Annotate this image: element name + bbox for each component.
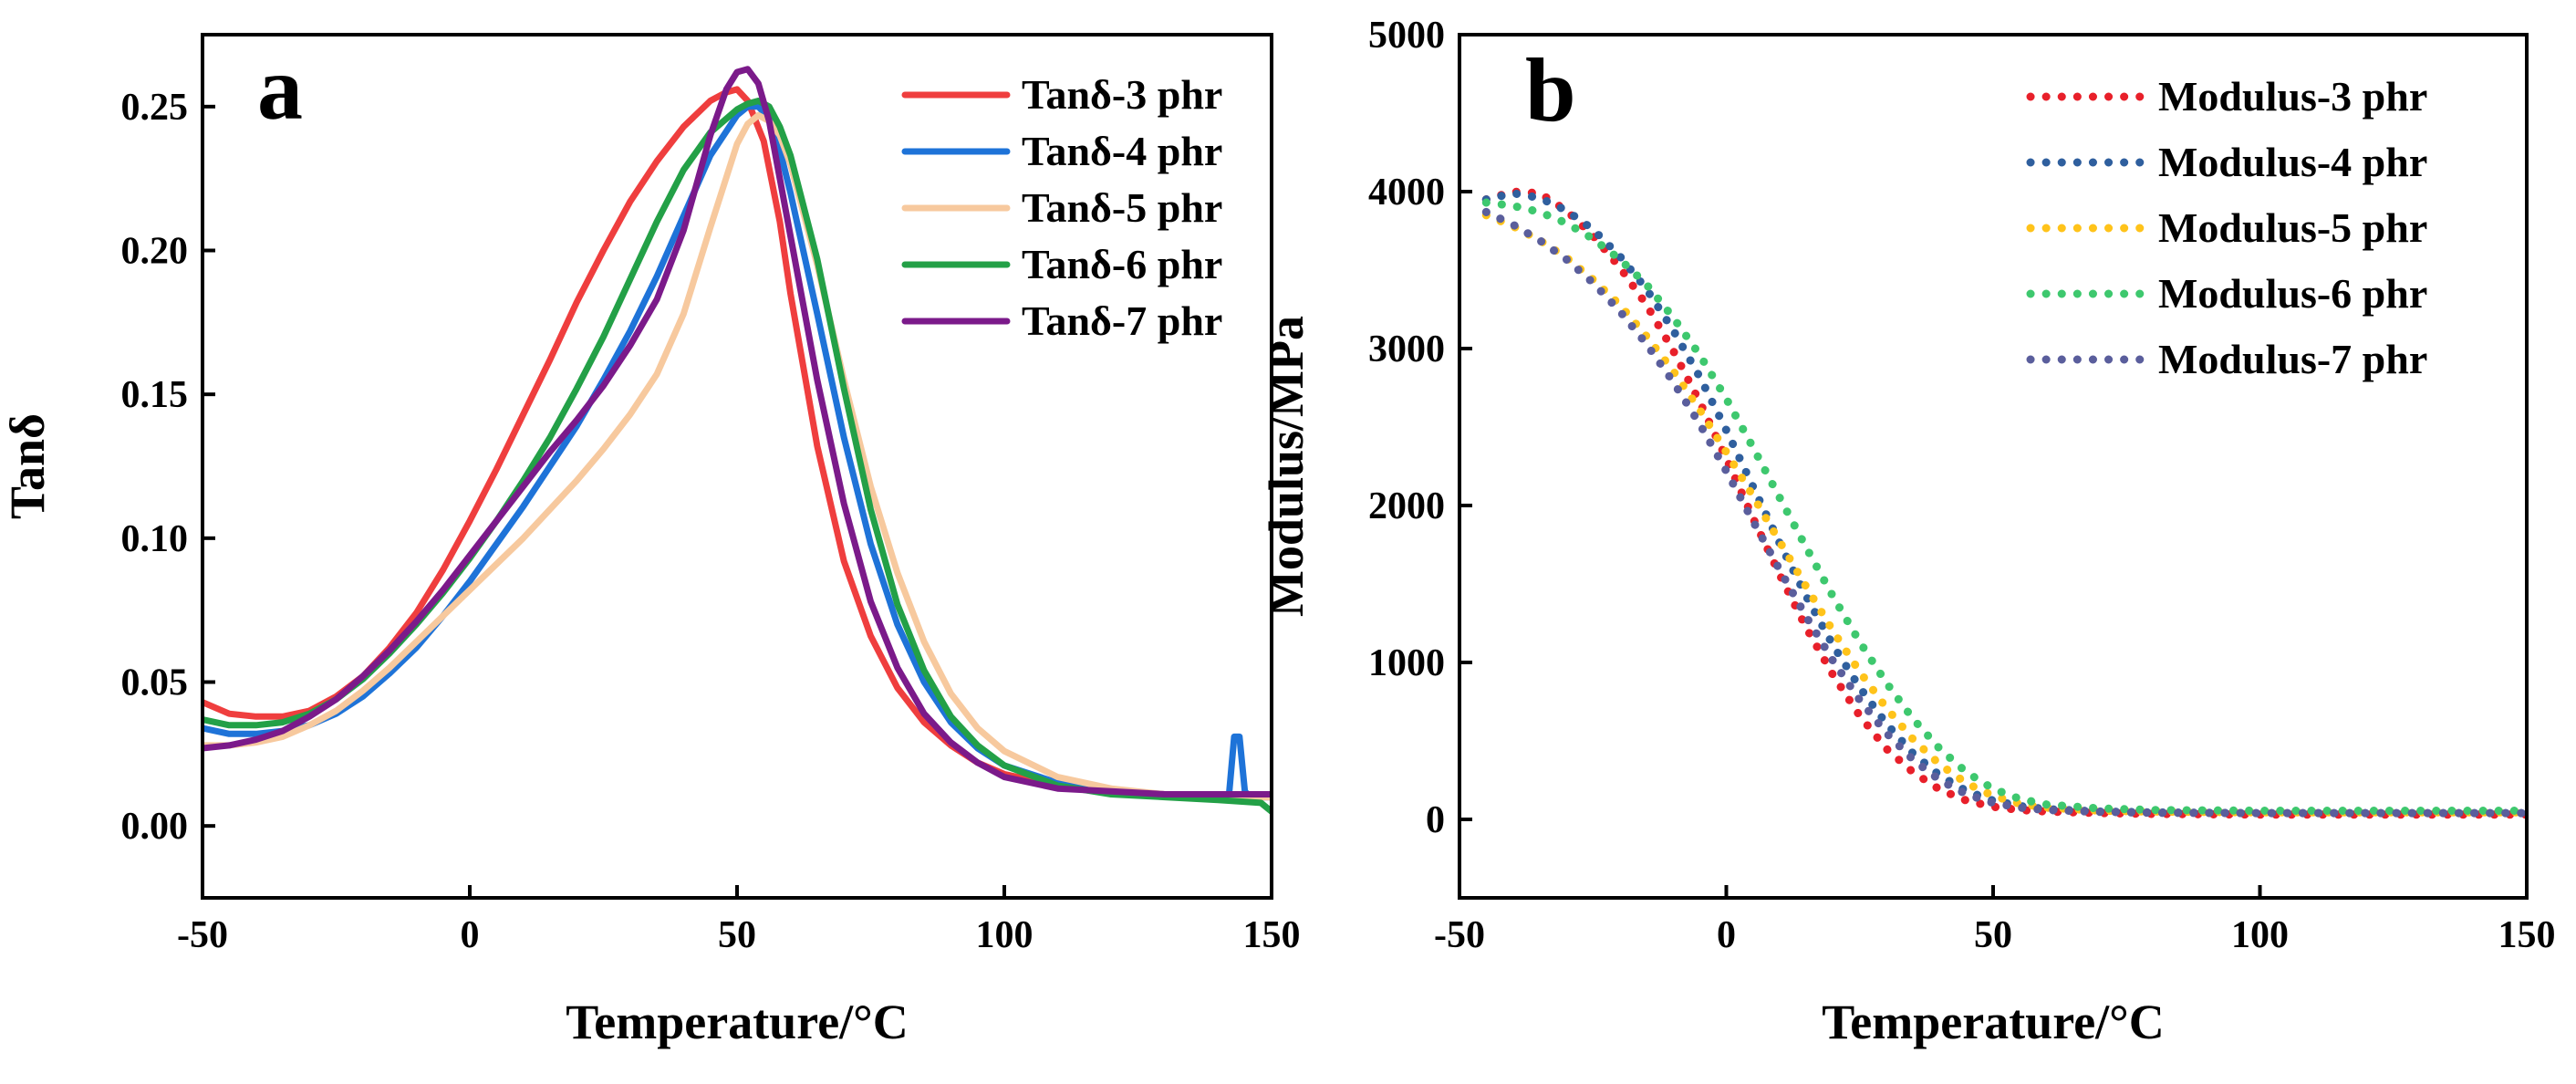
x-tick-label: -50 [177, 914, 228, 956]
x-tick-label: 150 [2498, 914, 2556, 956]
y-tick-label: 0.15 [121, 374, 189, 416]
x-tick-label: 100 [976, 914, 1034, 956]
panel-label: b [1525, 39, 1576, 141]
series-line-a-7phr [203, 66, 1272, 797]
legend-label: Modulus-4 phr [2158, 139, 2427, 185]
x-tick-label: -50 [1434, 914, 1485, 956]
legend: Tanδ-3 phr Tanδ-4 phr Tanδ-5 phr Tanδ-6 phr… [901, 71, 1222, 344]
legend-label: Modulus-7 phr [2158, 336, 2427, 382]
series-line-b-6phr [1481, 198, 2527, 815]
x-tick-label: 100 [2231, 914, 2289, 956]
legend-label: Modulus-5 phr [2158, 204, 2427, 251]
legend-label: Tanδ-7 phr [1022, 297, 1222, 344]
legend-label: Modulus-6 phr [2158, 270, 2427, 317]
chart-panel-a: -50 0 50 100 150 0.00 0.05 0.10 0.15 0.20 0.25 Temp… [0, 33, 1301, 1049]
y-tick-label: 0.10 [121, 518, 189, 560]
legend-label: Tanδ-6 phr [1022, 241, 1222, 287]
legend-label: Tanδ-3 phr [1022, 71, 1222, 118]
panel-label: a [257, 37, 303, 139]
x-axis-title: Temperature/°C [1822, 995, 2165, 1049]
y-tick-label: 4000 [1368, 172, 1445, 214]
legend-label: Modulus-3 phr [2158, 73, 2427, 120]
legend: Modulus-3 phr Modulus-4 phr Modulus-5 phr M… [2026, 73, 2427, 382]
legend-label: Tanδ-5 phr [1022, 184, 1222, 231]
y-tick-label: 0.00 [121, 806, 189, 848]
y-tick-label: 1000 [1368, 642, 1445, 684]
y-tick-label: 0.20 [121, 231, 189, 273]
y-tick-label: 3000 [1368, 328, 1445, 370]
series-line-a-5phr [203, 111, 1272, 801]
x-tick-label: 50 [1974, 914, 2012, 956]
x-tick-label: 150 [1243, 914, 1301, 956]
x-tick-label: 0 [461, 914, 480, 956]
y-tick-label: 0.05 [121, 662, 189, 704]
legend-label: Tanδ-4 phr [1022, 128, 1222, 174]
y-axis-title: Modulus/MPa [1259, 316, 1314, 617]
x-tick-label: 50 [718, 914, 756, 956]
y-tick-label: 0 [1426, 799, 1445, 841]
y-tick-label: 5000 [1368, 15, 1445, 57]
y-tick-label: 2000 [1368, 485, 1445, 527]
x-axis-title: Temperature/°C [566, 995, 909, 1049]
series-line-b-7phr [1481, 207, 2527, 818]
y-tick-label: 0.25 [121, 87, 189, 129]
chart-panel-b: -50 0 50 100 150 0 1000 2000 3000 4000 5000 Tempera… [1259, 15, 2556, 1049]
y-axis-title: Tanδ [0, 413, 55, 519]
x-tick-label: 0 [1717, 914, 1736, 956]
